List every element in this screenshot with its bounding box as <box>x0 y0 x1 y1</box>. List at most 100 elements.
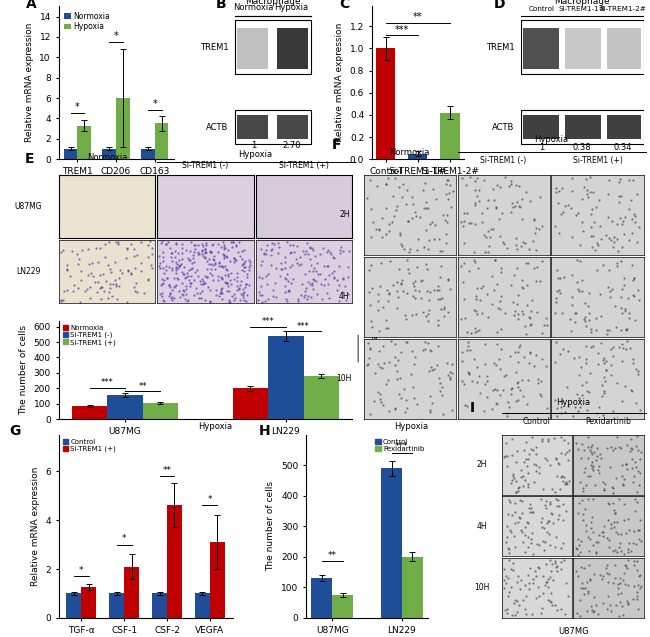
Bar <box>233 389 268 419</box>
Point <box>219 196 229 206</box>
Point <box>285 229 296 239</box>
Point <box>612 378 622 388</box>
Point <box>266 261 276 271</box>
Point <box>168 197 179 207</box>
Point <box>578 562 589 573</box>
Point <box>378 341 389 351</box>
Point <box>209 258 220 268</box>
Text: Hypoxia: Hypoxia <box>395 422 428 431</box>
Point <box>323 245 333 255</box>
Point <box>246 196 256 206</box>
Point <box>512 245 522 255</box>
Point <box>541 403 552 413</box>
Point <box>338 273 348 283</box>
Point <box>619 549 629 559</box>
Point <box>176 188 187 198</box>
Point <box>492 385 502 395</box>
Point <box>504 181 514 191</box>
Point <box>197 246 207 256</box>
Point <box>293 175 304 185</box>
Point <box>592 238 603 248</box>
Text: Hypoxia: Hypoxia <box>274 3 308 13</box>
Point <box>543 573 554 583</box>
Point <box>166 248 177 258</box>
Point <box>614 542 624 552</box>
Point <box>220 175 231 185</box>
Point <box>615 213 625 224</box>
Point <box>377 231 387 241</box>
Point <box>232 204 242 215</box>
Point <box>476 283 486 293</box>
Point <box>586 342 596 352</box>
Point <box>629 211 640 221</box>
Point <box>623 514 633 524</box>
Point <box>474 371 484 381</box>
Point <box>530 593 541 603</box>
Bar <box>237 115 268 140</box>
Point <box>509 310 519 320</box>
Point <box>595 234 606 244</box>
Point <box>424 304 435 315</box>
Point <box>526 503 536 513</box>
Bar <box>311 578 332 618</box>
Point <box>507 510 517 520</box>
Point <box>179 203 189 213</box>
Point <box>311 289 322 299</box>
Point <box>554 285 564 295</box>
Point <box>99 285 109 296</box>
Point <box>268 200 278 210</box>
Point <box>392 374 402 384</box>
Point <box>188 188 198 198</box>
Point <box>462 345 472 355</box>
Point <box>177 243 188 254</box>
Point <box>603 576 614 587</box>
Point <box>213 216 224 226</box>
Point <box>420 343 430 354</box>
Point <box>192 287 203 297</box>
Point <box>261 191 271 201</box>
Point <box>586 523 597 533</box>
Point <box>222 252 232 262</box>
Point <box>401 199 411 210</box>
Point <box>179 208 190 218</box>
Point <box>280 281 291 291</box>
Point <box>626 443 636 453</box>
Point <box>586 447 596 457</box>
Point <box>304 223 314 233</box>
Point <box>504 587 514 598</box>
Point <box>464 369 474 379</box>
Point <box>278 171 288 182</box>
Point <box>214 193 225 203</box>
Point <box>233 237 244 247</box>
Text: ACTB: ACTB <box>207 122 229 132</box>
Point <box>587 512 597 522</box>
Point <box>517 527 527 537</box>
Point <box>537 436 547 446</box>
Point <box>633 466 644 476</box>
Text: 2.70: 2.70 <box>282 141 300 150</box>
Point <box>221 213 231 224</box>
Point <box>471 310 482 320</box>
Point <box>161 185 172 195</box>
Point <box>187 184 198 194</box>
Point <box>580 504 590 514</box>
Point <box>445 284 456 294</box>
Point <box>164 280 174 290</box>
Bar <box>195 594 210 618</box>
Point <box>221 224 231 234</box>
Point <box>621 324 631 334</box>
Point <box>588 187 599 197</box>
Point <box>563 401 573 411</box>
Point <box>567 299 577 310</box>
Point <box>74 229 85 239</box>
Point <box>526 609 537 619</box>
Point <box>179 194 189 204</box>
Point <box>324 209 334 219</box>
Point <box>523 518 533 528</box>
Point <box>392 276 402 287</box>
Point <box>58 196 68 206</box>
Point <box>292 257 302 268</box>
Point <box>618 479 628 489</box>
Point <box>424 287 435 297</box>
Point <box>501 537 512 547</box>
